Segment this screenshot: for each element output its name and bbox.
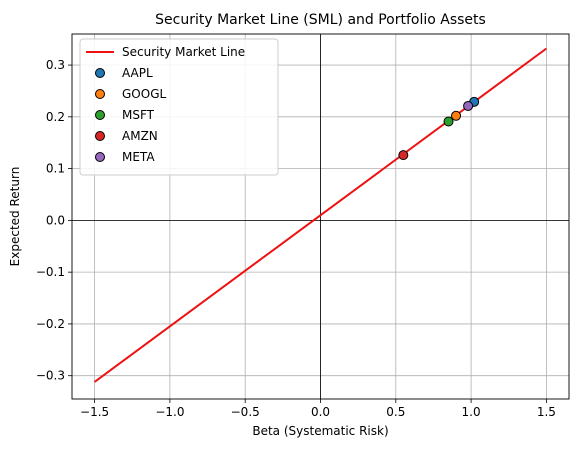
legend-label-meta: META: [122, 150, 155, 164]
y-axis-label: Expected Return: [8, 167, 22, 267]
point-msft: [443, 116, 454, 127]
x-tick-label: 1.0: [462, 405, 481, 419]
chart-title: Security Market Line (SML) and Portfolio…: [155, 12, 486, 28]
x-tick-label: 1.5: [537, 405, 556, 419]
plot-series: [93, 47, 548, 383]
x-tick-label: −0.5: [231, 405, 260, 419]
legend-swatch-meta: [95, 152, 105, 162]
y-tick-label: 0.1: [46, 162, 65, 176]
y-tick-label: 0.2: [46, 110, 65, 124]
y-tick-label: −0.1: [36, 265, 65, 279]
x-tick-label: −1.0: [155, 405, 184, 419]
legend-label-msft: MSFT: [122, 108, 155, 122]
point-amzn: [398, 150, 409, 161]
legend-swatch-msft: [95, 110, 105, 120]
legend-label-aapl: AAPL: [122, 66, 153, 80]
legend-swatch-amzn: [95, 131, 105, 141]
x-tick-label: 0.5: [386, 405, 405, 419]
zero-lines: [72, 34, 569, 399]
y-tick-label: 0.0: [46, 213, 65, 227]
point-meta: [463, 100, 474, 111]
x-axis-label: Beta (Systematic Risk): [252, 424, 388, 438]
legend-label-googl: GOOGL: [122, 87, 166, 101]
legend: Security Market Line AAPL GOOGL MSFT AMZN MET…: [79, 38, 279, 176]
y-tick-label: −0.2: [36, 317, 65, 331]
legend-sml-label: Security Market Line: [122, 45, 245, 59]
legend-label-amzn: AMZN: [122, 129, 158, 143]
legend-swatch-googl: [95, 89, 105, 99]
legend-swatch-aapl: [95, 68, 105, 78]
axis-ticks: −1.5 −1.0 −0.5 0.0 0.5 1.0 1.5 −0.3 −0.2 −0.1 0.0 0…: [36, 58, 556, 419]
y-tick-label: 0.3: [46, 58, 65, 72]
x-tick-label: −1.5: [80, 405, 109, 419]
point-googl: [451, 110, 462, 121]
legend-box: [79, 38, 279, 176]
y-tick-label: −0.3: [36, 369, 65, 383]
x-tick-label: 0.0: [311, 405, 330, 419]
